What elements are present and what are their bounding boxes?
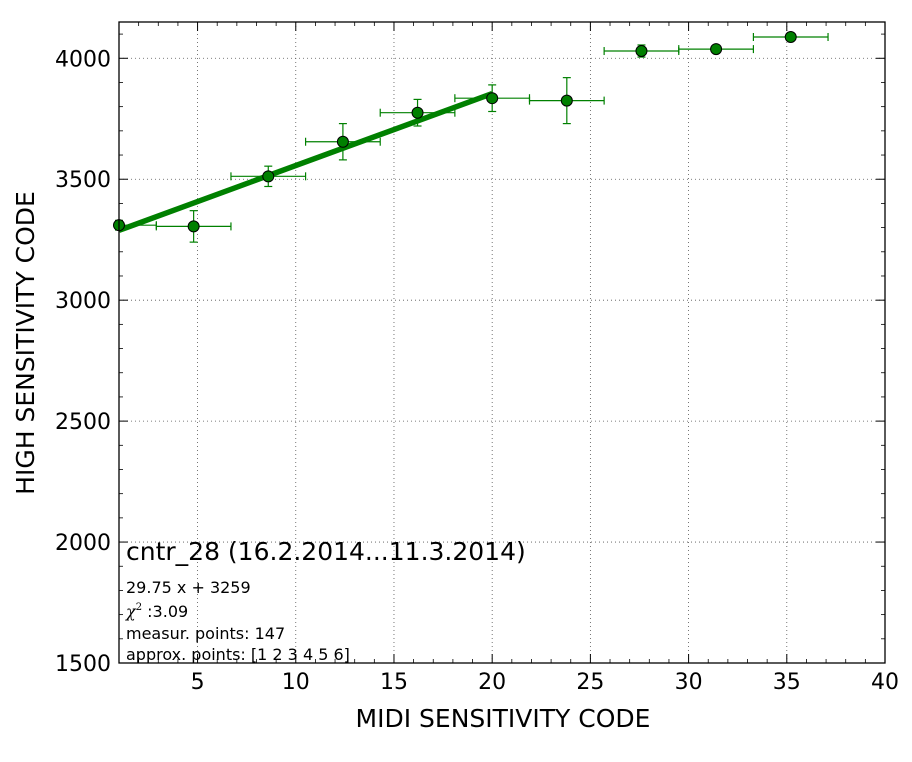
x-tick-label: 15 [380,670,408,695]
plot-frame [118,21,886,664]
major-ticks [119,22,886,664]
grid [119,22,885,663]
x-axis-title: MIDI SENSITIVITY CODE [356,704,651,733]
x-tick-label: 20 [478,670,506,695]
y-tick-label: 2000 [55,531,111,556]
annotation-block: cntr_28 (16.2.2014...11.3.2014) 29.75 x … [125,537,526,664]
x-tick-label: 40 [871,670,899,695]
x-tick-label: 35 [773,670,801,695]
annotation-chi2: χ2 :3.09 [125,602,188,621]
data-point [187,220,200,233]
data-points [113,30,797,233]
chi-symbol: χ [125,602,137,621]
annotation-title: cntr_28 (16.2.2014...11.3.2014) [126,537,526,566]
annotation-measur-points: measur. points: 147 [126,624,285,643]
y-tick-label: 2500 [55,410,111,435]
data-point [486,92,499,105]
chi-value: :3.09 [142,602,188,621]
data-point [411,106,424,119]
x-tick-label: 10 [282,670,310,695]
data-point [710,43,723,56]
x-tick-label: 25 [576,670,604,695]
chi-superscript: 2 [136,602,142,613]
y-axis-title: HIGH SENSITIVITY CODE [11,191,40,495]
minor-ticks [119,22,885,663]
annotation-approx-points: approx. points: [1 2 3 4 5 6] [126,645,350,664]
data-point [560,94,573,107]
y-tick-label: 1500 [55,652,111,677]
y-tick-label: 3000 [55,289,111,314]
x-tick-labels: 5 10 15 20 25 30 35 40 [191,670,899,695]
annotation-equation: 29.75 x + 3259 [126,578,251,597]
x-tick-label: 5 [191,670,205,695]
data-point [784,30,797,43]
data-point [635,45,648,58]
y-tick-label: 3500 [55,168,111,193]
y-tick-label: 4000 [55,47,111,72]
fit-line [118,91,494,233]
error-bars [115,32,829,243]
fit-layer [118,91,494,233]
y-tick-labels: 1500 2000 2500 3000 3500 4000 [55,47,111,677]
x-tick-label: 30 [675,670,703,695]
data-point [262,170,275,183]
data-point [336,135,349,148]
